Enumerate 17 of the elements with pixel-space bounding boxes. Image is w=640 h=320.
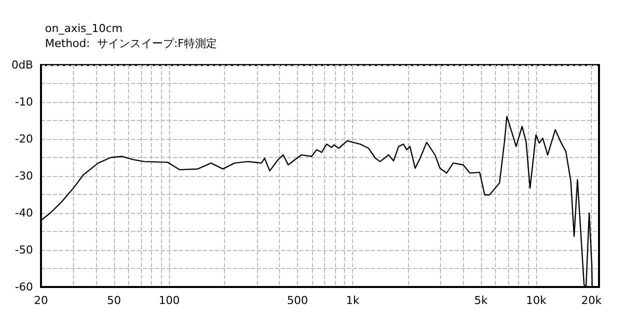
x-tick-label: 1k [346,294,360,307]
y-tick-label: -60 [15,280,33,294]
y-tick-label: -20 [15,132,33,146]
y-tick-label: -10 [15,96,33,108]
x-tick-label: 100 [158,294,180,307]
y-tick-label: -50 [15,244,33,256]
x-tick-label: 10k [526,294,547,307]
y-tick-label: -40 [15,206,33,220]
chart-title: on_axis_10cm [45,22,122,35]
x-tick-label: 500 [286,294,308,307]
y-tick-label: 0dB [11,58,33,72]
chart-subtitle: Method: サインスイープ:F特測定 [45,37,217,50]
x-tick-label: 5k [474,294,488,307]
x-tick-label: 20k [581,294,602,307]
y-tick-label: -30 [15,170,33,182]
x-tick-label: 20 [34,294,48,307]
x-tick-label: 50 [107,294,122,307]
